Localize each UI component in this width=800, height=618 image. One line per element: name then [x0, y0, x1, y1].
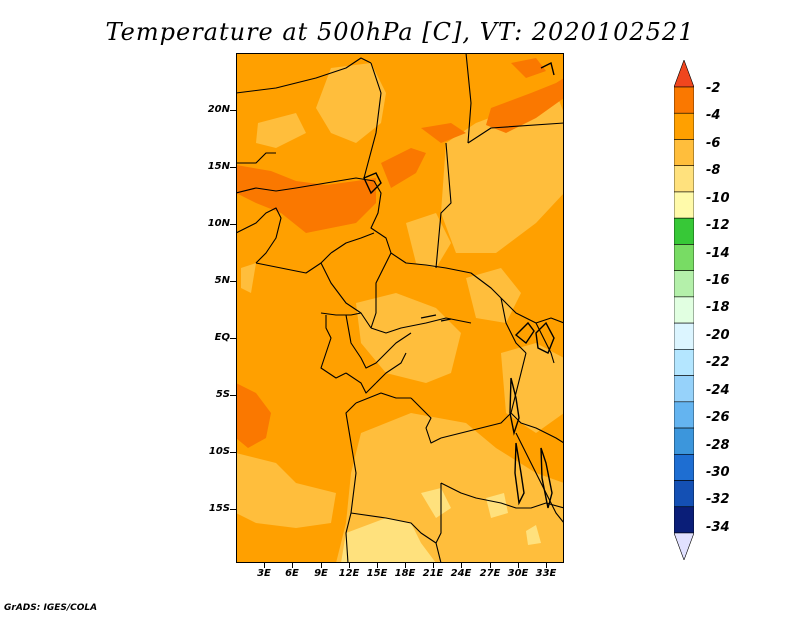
colorbar-segment [674, 139, 694, 167]
field-minus4-patches [236, 58, 564, 448]
colorbar-top-triangle [674, 60, 694, 88]
lat-label: 5S [215, 389, 230, 400]
lat-label: 5N [214, 275, 230, 286]
map-title: Temperature at 500hPa [C], VT: 202010252… [105, 18, 695, 46]
colorbar-label: -2 [706, 81, 721, 96]
colorbar-label: -20 [706, 328, 730, 343]
colorbar-label: -18 [706, 300, 730, 315]
lon-label: 15E [366, 568, 388, 579]
lat-label: EQ [214, 332, 230, 343]
colorbar-segment [674, 296, 694, 324]
colorbar-segment [674, 427, 694, 455]
lon-label: 27E [479, 568, 501, 579]
colorbar-segment [674, 244, 694, 271]
lon-tick [518, 563, 519, 568]
colorbar-label: -24 [706, 383, 730, 398]
lon-label: 12E [338, 568, 360, 579]
colorbar-bottom-triangle [674, 532, 694, 560]
colorbar-segment [674, 349, 694, 376]
lat-label: 20N [207, 104, 230, 115]
colorbar-label: -22 [706, 355, 730, 370]
lon-tick [490, 563, 491, 568]
colorbar-segment [674, 191, 694, 219]
lat-tick [230, 509, 236, 510]
colorbar-segments [674, 60, 694, 560]
map-frame [236, 53, 564, 563]
lon-tick [377, 563, 378, 568]
lon-tick [264, 563, 265, 568]
lat-label: 15S [208, 503, 230, 514]
lon-label: 30E [507, 568, 529, 579]
colorbar-label: -4 [706, 108, 721, 123]
lon-label: 6E [285, 568, 299, 579]
colorbar-label: -16 [706, 273, 730, 288]
colorbar-segment [674, 480, 694, 508]
lon-tick [292, 563, 293, 568]
lat-label: 15N [207, 161, 230, 172]
lon-tick [461, 563, 462, 568]
colorbar-label: -28 [706, 438, 730, 453]
lat-tick [230, 167, 236, 168]
lat-tick [230, 281, 236, 282]
colorbar-label: -14 [706, 246, 730, 261]
lat-tick [230, 110, 236, 111]
lon-tick [321, 563, 322, 568]
lon-label: 21E [422, 568, 444, 579]
lat-label: 10S [208, 446, 230, 457]
colorbar-label: -8 [706, 163, 721, 178]
lakes [363, 61, 555, 509]
lat-tick [230, 338, 236, 339]
colorbar-segment [674, 453, 694, 481]
colorbar-segment [674, 375, 694, 403]
colorbar-label: -32 [706, 492, 730, 507]
colorbar-segment [674, 270, 694, 298]
temperature-map [236, 53, 564, 563]
grads-credit: GrADS: IGES/COLA [4, 603, 98, 613]
lat-tick [230, 452, 236, 453]
lat-tick [230, 224, 236, 225]
colorbar-label: -12 [706, 218, 730, 233]
colorbar-segment [674, 401, 694, 429]
colorbar-label: -30 [706, 465, 730, 480]
colorbar-segment [674, 86, 694, 114]
colorbar-label: -26 [706, 410, 730, 425]
lon-tick [546, 563, 547, 568]
lon-label: 18E [394, 568, 416, 579]
colorbar-segment [674, 506, 694, 534]
lon-label: 9E [314, 568, 328, 579]
lon-tick [405, 563, 406, 568]
colorbar-label: -6 [706, 136, 721, 151]
colorbar-segment [674, 112, 694, 140]
field-minus10-patches [341, 488, 541, 563]
lat-tick [230, 395, 236, 396]
lon-tick [349, 563, 350, 568]
lon-label: 3E [257, 568, 271, 579]
colorbar-label: -34 [706, 520, 730, 535]
colorbar-segment [674, 165, 694, 193]
colorbar [674, 60, 694, 560]
colorbar-segment [674, 322, 694, 350]
lat-label: 10N [207, 218, 230, 229]
country-borders [236, 53, 564, 563]
lon-label: 33E [535, 568, 557, 579]
lon-tick [433, 563, 434, 568]
colorbar-label: -10 [706, 191, 730, 206]
lon-label: 24E [450, 568, 472, 579]
colorbar-segment [674, 217, 694, 245]
